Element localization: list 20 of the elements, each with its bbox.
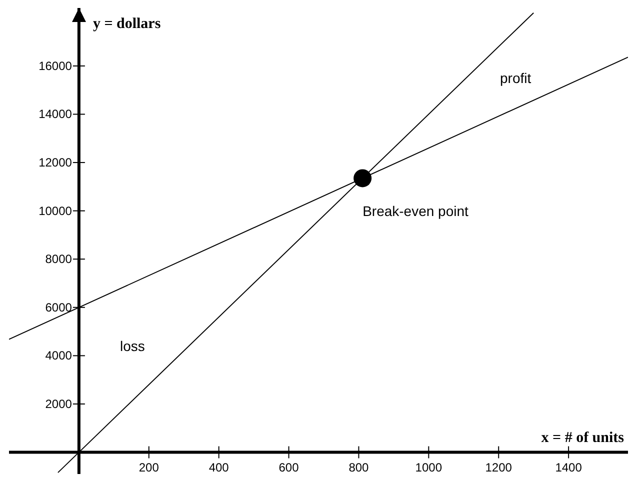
x-tick-label: 1200 bbox=[485, 460, 512, 474]
annotation: loss bbox=[120, 338, 145, 354]
y-tick-label: 10000 bbox=[38, 204, 72, 218]
x-tick-label: 1400 bbox=[555, 460, 582, 474]
y-tick-label: 4000 bbox=[45, 348, 72, 363]
y-tick-label: 8000 bbox=[45, 252, 72, 266]
y-axis-title: y = dollars bbox=[92, 16, 161, 33]
x-tick-label: 1000 bbox=[415, 460, 442, 474]
y-tick-label: 12000 bbox=[38, 156, 72, 170]
x-tick-label: 600 bbox=[278, 460, 300, 474]
x-axis-title: x = # of units bbox=[541, 430, 624, 448]
y-tick-label: 2000 bbox=[45, 396, 72, 411]
x-tick-label: 200 bbox=[138, 460, 160, 474]
y-tick-label: 16000 bbox=[38, 58, 72, 73]
x-tick-label: 800 bbox=[348, 460, 370, 474]
y-tick-label: 14000 bbox=[38, 107, 72, 122]
annotation: Break-even point bbox=[362, 203, 469, 220]
x-tick-label: 400 bbox=[208, 460, 230, 474]
annotation: profit bbox=[500, 70, 532, 86]
y-tick-label: 6000 bbox=[45, 300, 72, 314]
